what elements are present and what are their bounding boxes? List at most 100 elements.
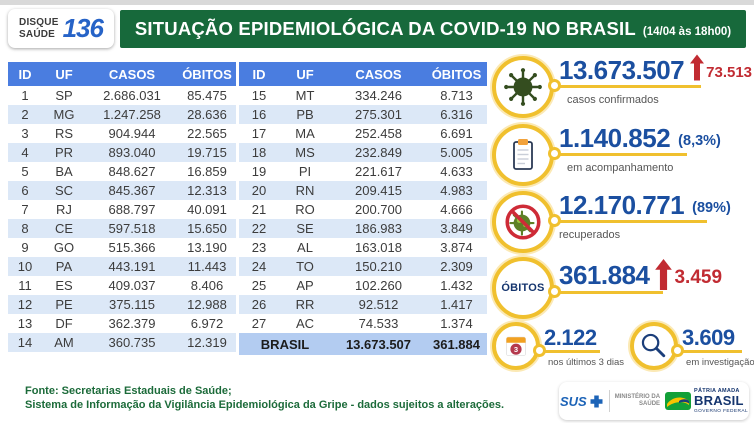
cell-id: 27 bbox=[251, 316, 267, 331]
cell-casos: 848.627 bbox=[108, 164, 156, 179]
cell-obitos: 22.565 bbox=[187, 126, 227, 141]
cell-uf: PA bbox=[55, 259, 73, 274]
table-row: 21 RO 200.700 4.666 bbox=[239, 200, 487, 219]
cell-obitos: 85.475 bbox=[187, 88, 227, 103]
table-row: 11 ES 409.037 8.406 bbox=[8, 276, 236, 295]
cell-casos: 252.458 bbox=[355, 126, 402, 141]
cell-obitos: 12.313 bbox=[187, 183, 227, 198]
date-stamp: (14/04 às 18h00) bbox=[642, 25, 732, 38]
state-table-left: ID UF CASOS ÓBITOS 1 SP 2.686.031 85.475 2 MG… bbox=[8, 62, 236, 352]
obitos-circle-label: ÓBITOS bbox=[501, 282, 545, 294]
stat-mini-row: 3 2.122 nos últimos 3 dias 3.609 bbox=[492, 322, 754, 370]
cell-uf: AP bbox=[296, 278, 314, 293]
page-title: SITUAÇÃO EPIDEMIOLÓGICA DA COVID-19 NO B… bbox=[134, 18, 636, 39]
cell-id: 25 bbox=[251, 278, 267, 293]
cell-obitos: 1.432 bbox=[440, 278, 473, 293]
cell-casos: 74.533 bbox=[358, 316, 399, 331]
cell-obitos: 1.417 bbox=[440, 297, 473, 312]
confirmed-cases-label: casos confirmados bbox=[567, 94, 659, 107]
cell-casos: 200.700 bbox=[355, 202, 402, 217]
up-arrow-icon bbox=[655, 259, 673, 290]
cell-casos: 360.735 bbox=[108, 335, 156, 350]
cell-uf: SE bbox=[296, 221, 314, 236]
cell-obitos: 1.374 bbox=[440, 316, 473, 331]
brasil-total-row: BRASIL 13.673.507 361.884 bbox=[239, 333, 487, 355]
source-line2: Sistema de Informação da Vigilância Epid… bbox=[25, 399, 505, 412]
cell-id: 12 bbox=[17, 297, 33, 312]
recovered-label: recuperados bbox=[559, 229, 621, 242]
cell-uf: MS bbox=[295, 145, 315, 160]
cell-id: 3 bbox=[21, 126, 29, 141]
stat-deaths-last-3-days: 3 2.122 nos últimos 3 dias bbox=[492, 322, 624, 370]
cell-casos: 904.944 bbox=[108, 126, 156, 141]
cell-uf: PB bbox=[296, 107, 314, 122]
cell-casos: 688.797 bbox=[108, 202, 156, 217]
stat-deaths: ÓBITOS 361.884 3.459 bbox=[492, 257, 722, 319]
cell-id: 18 bbox=[251, 145, 267, 160]
cell-id: 14 bbox=[17, 335, 33, 350]
cell-id: 15 bbox=[251, 88, 267, 103]
sus-cross-icon bbox=[590, 395, 603, 407]
table-row: 22 SE 186.983 3.849 bbox=[239, 219, 487, 238]
cell-casos: 362.379 bbox=[108, 316, 156, 331]
under-investigation-label: em investigação bbox=[686, 357, 754, 369]
last-3-days-label: nos últimos 3 dias bbox=[548, 357, 625, 369]
table-row: 17 MA 252.458 6.691 bbox=[239, 124, 487, 143]
stat-underline bbox=[533, 344, 600, 358]
table-row: 16 PB 275.301 6.316 bbox=[239, 105, 487, 124]
cell-id: 23 bbox=[251, 240, 267, 255]
cell-casos: 150.210 bbox=[355, 259, 402, 274]
cell-obitos: 12.988 bbox=[187, 297, 227, 312]
cell-casos: 375.115 bbox=[108, 297, 156, 312]
table-row: 25 AP 102.260 1.432 bbox=[239, 276, 487, 295]
cell-obitos: 6.972 bbox=[190, 316, 224, 331]
disque-saude-label: DISQUE SAÚDE bbox=[19, 17, 59, 39]
disque-saude-badge: DISQUE SAÚDE 136 bbox=[8, 9, 114, 48]
cell-obitos: 4.633 bbox=[440, 164, 473, 179]
table-body-left: 1 SP 2.686.031 85.475 2 MG 1.247.258 28.636 3 RS 9… bbox=[8, 86, 236, 352]
confirmed-cases-delta: 73.513 bbox=[706, 64, 753, 81]
stat-underline bbox=[548, 147, 687, 161]
cell-id: 16 bbox=[251, 107, 267, 122]
brasil-flag-icon bbox=[665, 391, 692, 410]
table-row: 13 DF 362.379 6.972 bbox=[8, 314, 236, 333]
table-header-row: ID UF CASOS ÓBITOS bbox=[239, 62, 487, 86]
deaths-value: 361.884 bbox=[559, 260, 650, 290]
cell-obitos: 16.859 bbox=[187, 164, 227, 179]
cell-casos: 221.617 bbox=[355, 164, 402, 179]
cell-uf: MT bbox=[295, 88, 315, 103]
cell-obitos: 15.650 bbox=[187, 221, 227, 236]
table-row: 26 RR 92.512 1.417 bbox=[239, 295, 487, 314]
column-header-uf: UF bbox=[55, 66, 73, 82]
cell-obitos: 5.005 bbox=[440, 145, 473, 160]
cell-uf: AC bbox=[295, 316, 315, 331]
total-obitos: 361.884 bbox=[433, 336, 480, 352]
cell-casos: 275.301 bbox=[355, 107, 402, 122]
cell-obitos: 3.849 bbox=[440, 221, 473, 236]
cell-id: 20 bbox=[251, 183, 267, 198]
government-logos: SUS MINISTÉRIO DA SAÚDE PÁTRIA AMADA BRA… bbox=[559, 382, 749, 420]
table-row: 15 MT 334.246 8.713 bbox=[239, 86, 487, 105]
stat-underline bbox=[548, 214, 707, 228]
cell-casos: 2.686.031 bbox=[103, 88, 161, 103]
cell-casos: 209.415 bbox=[355, 183, 402, 198]
recovered-percent: (89%) bbox=[692, 200, 731, 216]
cell-obitos: 2.309 bbox=[440, 259, 473, 274]
badge-number: 136 bbox=[62, 13, 104, 43]
table-body-right: 15 MT 334.246 8.713 16 PB 275.301 6.316 17 MA 252.… bbox=[239, 86, 487, 333]
table-row: 27 AC 74.533 1.374 bbox=[239, 314, 487, 333]
brasil-logo-text: PÁTRIA AMADA BRASIL GOVERNO FEDERAL bbox=[694, 388, 749, 414]
stat-underline bbox=[548, 79, 701, 93]
cell-id: 24 bbox=[251, 259, 267, 274]
sus-logo: SUS bbox=[560, 394, 604, 409]
cell-casos: 232.849 bbox=[355, 145, 402, 160]
cell-uf: RS bbox=[54, 126, 74, 141]
table-row: 8 CE 597.518 15.650 bbox=[8, 219, 236, 238]
cell-obitos: 6.691 bbox=[440, 126, 473, 141]
cell-uf: PR bbox=[54, 145, 74, 160]
table-row: 2 MG 1.247.258 28.636 bbox=[8, 105, 236, 124]
stat-under-investigation: 3.609 em investigação bbox=[630, 322, 754, 370]
logo-divider bbox=[608, 390, 610, 412]
column-header-obitos: ÓBITOS bbox=[182, 66, 232, 82]
cell-id: 1 bbox=[21, 88, 29, 103]
